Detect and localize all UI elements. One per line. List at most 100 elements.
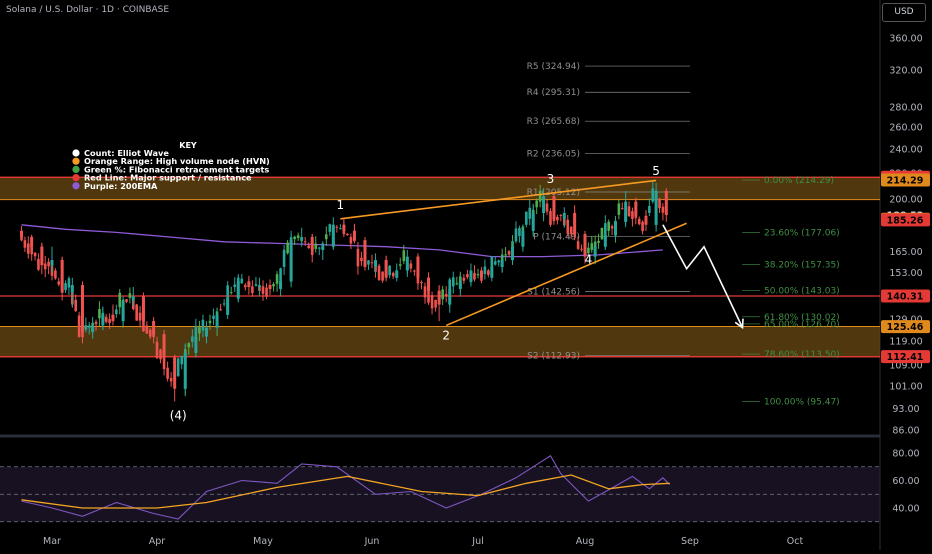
time-axis-tick: Aug xyxy=(576,536,595,547)
candle-body xyxy=(212,315,215,319)
candle-body xyxy=(466,274,469,278)
legend-item-label: Orange Range: High volume node (HVN) xyxy=(84,156,270,166)
candle-body xyxy=(562,212,566,219)
candle-body xyxy=(166,367,169,379)
rsi-axis-tick: 80.00 xyxy=(892,449,919,460)
candle-body xyxy=(84,325,88,330)
candle-body xyxy=(317,247,321,249)
candle-body xyxy=(331,224,335,247)
candle-body xyxy=(152,321,156,335)
rsi-line xyxy=(21,455,671,520)
legend-dot xyxy=(72,165,80,173)
ema200-line xyxy=(21,224,663,258)
elliott-wave-label: 3 xyxy=(547,172,555,186)
candle-body xyxy=(91,325,95,333)
candle-body xyxy=(60,260,64,293)
candle-body xyxy=(587,247,590,254)
candle-body xyxy=(342,224,346,231)
candle-body xyxy=(381,271,384,281)
candle-body xyxy=(303,241,307,243)
wedge-trendline xyxy=(445,222,687,327)
candle-body xyxy=(23,240,27,248)
candle-body xyxy=(531,212,535,231)
candle-body xyxy=(413,270,416,272)
candle-body xyxy=(549,211,552,225)
currency-button[interactable]: USD xyxy=(882,3,926,22)
fib-level-label: 65.00% (126.70) xyxy=(764,320,840,330)
candle-body xyxy=(593,246,597,257)
candle-body xyxy=(148,329,152,337)
candle-body xyxy=(98,309,101,319)
candle-body xyxy=(661,206,665,213)
candle-body xyxy=(118,292,122,308)
price-label-text: 214.29 xyxy=(887,176,924,187)
candle-body xyxy=(469,270,473,282)
candle-body xyxy=(346,233,349,236)
candle-body xyxy=(416,256,420,278)
candle-body xyxy=(293,236,296,240)
candle-body xyxy=(360,257,363,262)
candle-body xyxy=(257,285,261,287)
time-axis-tick: Apr xyxy=(149,536,166,547)
candle-body xyxy=(240,278,244,284)
legend-dot xyxy=(72,149,80,157)
candle-body xyxy=(261,286,265,294)
price-label-text: 125.46 xyxy=(887,322,924,333)
candle-body xyxy=(637,218,641,225)
elliott-wave-label: 5 xyxy=(652,164,660,178)
candle-body xyxy=(664,190,668,216)
candle-body xyxy=(300,237,304,241)
candle-body xyxy=(77,315,81,337)
candle-body xyxy=(37,258,40,270)
candle-body xyxy=(552,196,556,219)
candle-body xyxy=(603,235,607,247)
fib-level-label: 78.60% (113.50) xyxy=(764,350,840,360)
candle-body xyxy=(363,240,367,267)
candle-body xyxy=(356,248,360,267)
candle-body xyxy=(349,237,353,244)
candle-body xyxy=(251,286,254,294)
legend-dot xyxy=(72,157,80,165)
candle-body xyxy=(289,240,293,282)
candle-body xyxy=(434,299,437,308)
candle-body xyxy=(384,260,388,278)
pivot-level-label: S1 (142.56) xyxy=(527,288,580,298)
candle-body xyxy=(254,284,258,286)
candle-body xyxy=(545,203,549,212)
pivot-level-label: S2 (112.93) xyxy=(527,351,580,361)
candle-body xyxy=(159,349,162,360)
time-axis-tick: May xyxy=(253,536,273,547)
candle-body xyxy=(620,208,624,210)
fib-level-label: 38.20% (157.35) xyxy=(764,261,840,271)
candle-body xyxy=(314,243,318,249)
candle-body xyxy=(514,228,518,242)
candle-body xyxy=(111,314,115,322)
candle-body xyxy=(497,260,501,263)
candle-body xyxy=(108,318,111,323)
pivot-level-label: R2 (236.05) xyxy=(527,150,580,160)
legend-item-label: Purple: 200EMA xyxy=(84,181,158,191)
price-axis-tick: 153.00 xyxy=(889,268,922,279)
candle-body xyxy=(40,246,44,266)
candle-body xyxy=(275,274,279,284)
candle-body xyxy=(556,216,559,221)
candle-body xyxy=(80,285,84,333)
elliott-wave-label: (4) xyxy=(170,408,187,422)
candle-body xyxy=(441,289,444,300)
price-axis-tick: 119.00 xyxy=(889,337,922,348)
candle-body xyxy=(296,235,300,239)
candle-body xyxy=(473,272,476,280)
pivot-level-label: R5 (324.94) xyxy=(527,62,580,72)
price-axis-tick: 320.00 xyxy=(889,66,922,77)
hvn-zone xyxy=(0,177,880,200)
elliott-wave-label: 2 xyxy=(442,328,450,342)
elliott-wave-label: 1 xyxy=(337,198,345,212)
candle-body xyxy=(521,230,525,247)
price-label-box xyxy=(881,320,930,334)
price-label-text: 112.41 xyxy=(887,352,924,363)
candle-body xyxy=(658,198,661,209)
candle-body xyxy=(500,260,504,267)
